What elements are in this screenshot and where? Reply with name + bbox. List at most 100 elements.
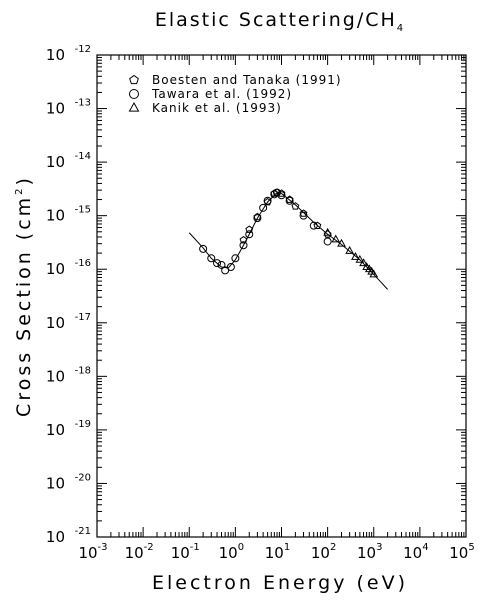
y-tick-exponent: -12 <box>75 44 91 55</box>
marker-pentagon <box>263 197 272 206</box>
legend-label: Kanik et al. (1993) <box>152 101 282 115</box>
y-tick-exponent: -21 <box>75 526 91 537</box>
y-tick-label: 10 <box>46 474 65 492</box>
y-axis-label: Cross Section (cm <box>13 195 35 417</box>
marker-circle <box>239 241 248 250</box>
y-tick-exponent: -14 <box>75 151 91 162</box>
x-tick-exponent: 2 <box>330 542 336 553</box>
x-tick-label-group: 102 <box>311 542 336 562</box>
x-tick-label-group: 104 <box>403 542 428 562</box>
marker-triangle <box>323 227 332 236</box>
y-axis-label-group: Cross Section (cm2) <box>13 175 35 417</box>
marker-circle <box>199 244 208 253</box>
plot-frame <box>96 54 467 538</box>
x-tick-label-group: 105 <box>449 542 474 562</box>
x-tick-label: 10 <box>219 544 238 562</box>
y-tick-exponent: -18 <box>75 365 91 376</box>
legend-marker <box>128 102 140 112</box>
marker-circle <box>231 254 240 263</box>
marker-pentagon <box>291 202 300 210</box>
x-tick-exponent: 1 <box>284 542 290 553</box>
y-tick-label: 10 <box>46 207 65 225</box>
marker-circle <box>277 191 286 200</box>
x-axis-label: Electron Energy (eV) <box>152 572 408 594</box>
y-tick-exponent: -20 <box>75 472 91 483</box>
legend-label: Tawara et al. (1992) <box>151 87 292 101</box>
marker-circle <box>213 259 222 268</box>
marker-circle <box>245 230 254 239</box>
y-tick-exponent: -19 <box>75 419 91 430</box>
x-tick-label-group: 10-2 <box>125 542 154 562</box>
x-tick-label-group: 101 <box>265 542 290 562</box>
y-tick-label: 10 <box>46 260 65 278</box>
x-tick-label-group: 10-1 <box>171 542 200 562</box>
y-tick-label-group: 10 -21 <box>46 526 91 546</box>
y-tick-exponent: -15 <box>75 205 91 216</box>
chart-title: Elastic Scattering/CH <box>155 9 397 31</box>
marker-circle <box>207 254 216 263</box>
y-tick-label-group: 10 -16 <box>46 258 91 278</box>
y-tick-label: 10 <box>46 528 65 546</box>
marker-circle <box>273 188 282 197</box>
y-tick-label-group: 10 -12 <box>46 44 91 64</box>
marker-circle <box>259 203 268 212</box>
y-tick-label-group: 10 -14 <box>46 151 91 171</box>
y-label-superscript: 2 <box>14 185 25 194</box>
marker-pentagon <box>277 189 286 197</box>
x-tick-exponent: 3 <box>376 542 382 553</box>
marker-pentagon <box>323 230 332 238</box>
x-tick-exponent: -3 <box>98 542 108 553</box>
legend-marker <box>129 89 139 99</box>
y-tick-label: 10 <box>46 421 65 439</box>
y-tick-label-group: 10 -18 <box>46 365 91 385</box>
y-label-end: ) <box>13 175 35 185</box>
x-tick-label: 10 <box>171 544 190 562</box>
marker-circle <box>226 263 235 272</box>
title-subscript: 4 <box>397 23 405 34</box>
y-tick-exponent: -13 <box>75 98 91 109</box>
x-tick-exponent: 0 <box>238 542 244 553</box>
x-tick-label: 10 <box>357 544 376 562</box>
y-tick-label: 10 <box>46 367 65 385</box>
x-tick-label-group: 10-3 <box>78 542 107 562</box>
marker-circle <box>285 196 294 205</box>
marker-circle <box>323 237 332 246</box>
legend-label: Boesten and Tanaka (1991) <box>152 73 342 87</box>
x-tick-label-group: 103 <box>357 542 382 562</box>
marker-circle <box>263 196 272 205</box>
x-tick-label: 10 <box>449 544 468 562</box>
y-tick-label-group: 10 -17 <box>46 312 91 332</box>
x-tick-label: 10 <box>403 544 422 562</box>
chart-title-group: Elastic Scattering/CH4 <box>155 9 405 34</box>
marker-circle <box>217 260 226 269</box>
y-tick-label: 10 <box>46 153 65 171</box>
x-tick-exponent: -2 <box>144 542 154 553</box>
marker-circle <box>309 221 318 230</box>
y-tick-label: 10 <box>46 100 65 118</box>
y-tick-exponent: -16 <box>75 258 91 269</box>
marker-triangle <box>345 246 354 254</box>
y-tick-label-group: 10 -13 <box>46 98 91 118</box>
marker-pentagon <box>299 209 308 217</box>
marker-triangle <box>355 254 365 263</box>
x-tick-label-group: 100 <box>219 542 244 562</box>
marker-pentagon <box>239 235 248 244</box>
marker-triangle <box>351 252 360 260</box>
y-tick-label: 10 <box>46 46 65 64</box>
x-tick-label: 10 <box>265 544 284 562</box>
y-tick-label-group: 10 -15 <box>46 205 91 225</box>
marker-circle <box>221 266 230 275</box>
x-tick-exponent: -1 <box>190 542 200 553</box>
fit-line <box>188 192 389 290</box>
y-tick-label: 10 <box>46 314 65 332</box>
legend-marker <box>129 74 139 85</box>
x-tick-label: 10 <box>78 544 97 562</box>
marker-circle <box>253 214 262 223</box>
marker-triangle <box>369 269 379 278</box>
y-tick-label-group: 10 -19 <box>46 419 91 439</box>
marker-pentagon <box>313 221 322 230</box>
y-tick-exponent: -17 <box>75 312 91 323</box>
x-tick-label: 10 <box>125 544 144 562</box>
x-tick-exponent: 5 <box>468 542 474 553</box>
